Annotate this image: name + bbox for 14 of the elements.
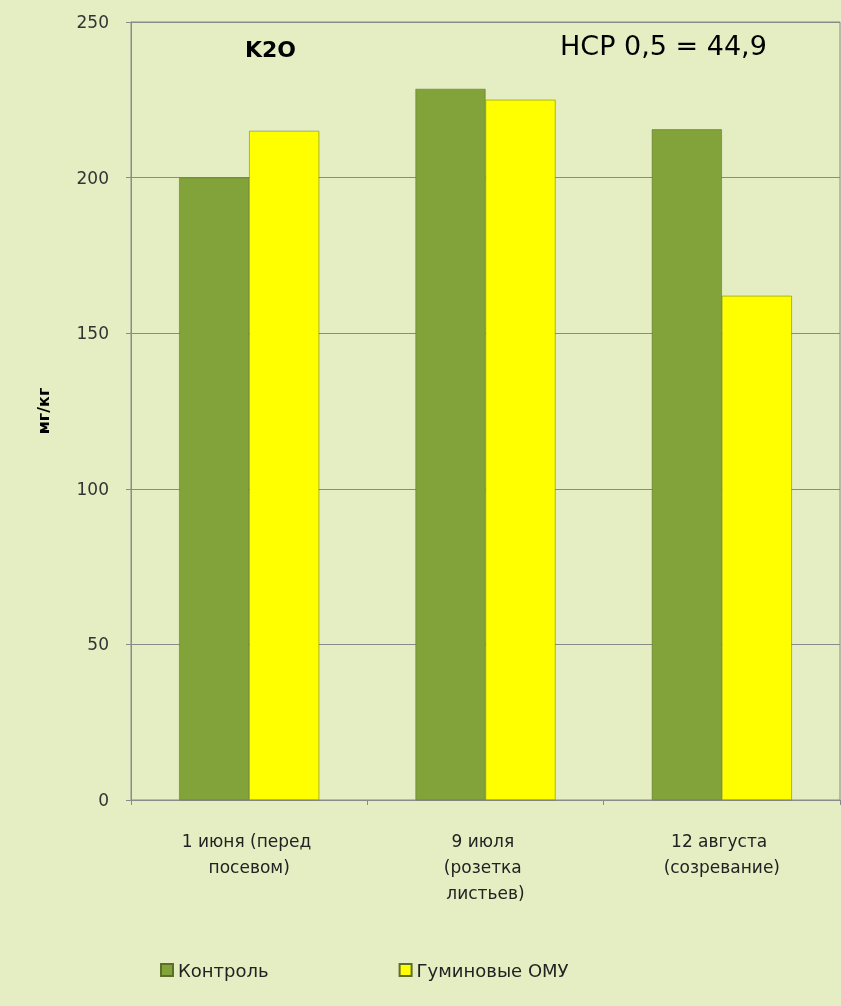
legend-label: Гуминовые ОМУ — [416, 959, 569, 981]
annotation: НСР 0,5 = 44,9 — [560, 30, 767, 61]
annotation: K2O — [245, 36, 297, 62]
y-axis-title: мг/кг — [33, 387, 53, 435]
x-tick-label: 9 июля (розетка листьев) — [443, 831, 528, 903]
y-tick-label: 100 — [76, 478, 109, 499]
y-tick-label: 200 — [76, 167, 109, 188]
legend-label: Контроль — [178, 959, 269, 981]
y-tick-label: 150 — [76, 323, 109, 344]
y-tick-label: 250 — [76, 12, 109, 32]
y-tick-label: 50 — [87, 634, 109, 655]
x-tick-label: 1 июня (перед посевом) — [181, 831, 317, 877]
x-tick-label: 12 августа (созревание) — [663, 831, 781, 877]
y-tick-label: 0 — [98, 790, 109, 810]
